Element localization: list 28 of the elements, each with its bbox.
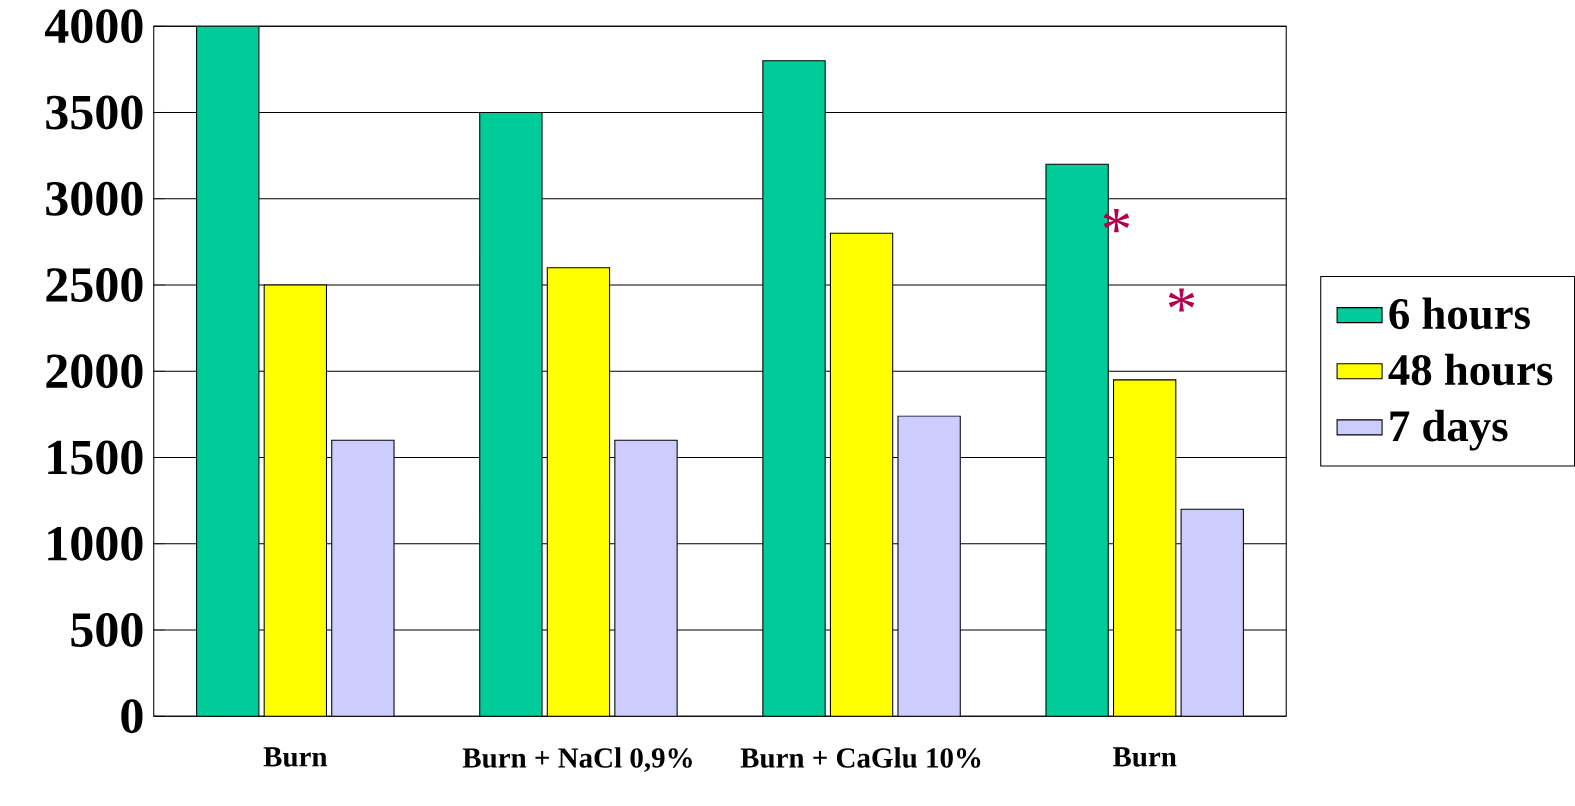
bar [263, 284, 327, 717]
x-tick-label: Burn [263, 747, 328, 767]
y-tick-label: 2500 [46, 268, 143, 302]
y-tick-label: 1000 [48, 526, 143, 561]
bar [546, 267, 611, 717]
bar [897, 415, 961, 717]
x-tick-label: Burn [1112, 747, 1177, 767]
y-tick-label: 4000 [44, 9, 143, 44]
bar [479, 111, 543, 717]
y-tick-label: 0 [121, 699, 143, 734]
bar [196, 26, 260, 717]
x-tick-label: Burn + NaCl 0,9% [462, 747, 692, 772]
x-tick-label: Burn + CaGlu 10% [740, 747, 981, 768]
bar [762, 60, 826, 717]
y-tick-label: 1500 [48, 440, 143, 475]
bar [331, 439, 395, 717]
y-tick-label: 3000 [46, 181, 143, 216]
bar [614, 439, 678, 717]
bar [1113, 379, 1177, 717]
bar [1180, 508, 1244, 717]
y-tick-label: 500 [71, 613, 143, 647]
y-tick-label: 2000 [46, 354, 143, 389]
legend-label: 48 hours [1388, 353, 1553, 386]
y-tick-label: 3500 [46, 95, 143, 130]
legend-label: 7 days [1390, 409, 1508, 451]
bar [829, 232, 894, 717]
legend-label: 6 hours [1389, 297, 1530, 330]
annotation: * [1168, 288, 1195, 312]
